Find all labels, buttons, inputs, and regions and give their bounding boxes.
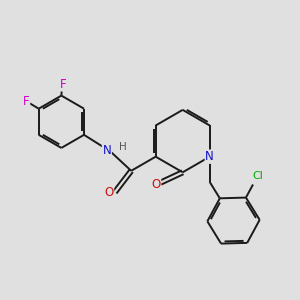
Text: O: O bbox=[151, 178, 160, 191]
Text: F: F bbox=[59, 78, 66, 91]
Text: O: O bbox=[104, 186, 113, 199]
Text: H: H bbox=[119, 142, 127, 152]
Text: N: N bbox=[103, 144, 111, 158]
Text: N: N bbox=[205, 150, 214, 163]
Text: Cl: Cl bbox=[252, 171, 263, 181]
Text: F: F bbox=[23, 95, 29, 108]
